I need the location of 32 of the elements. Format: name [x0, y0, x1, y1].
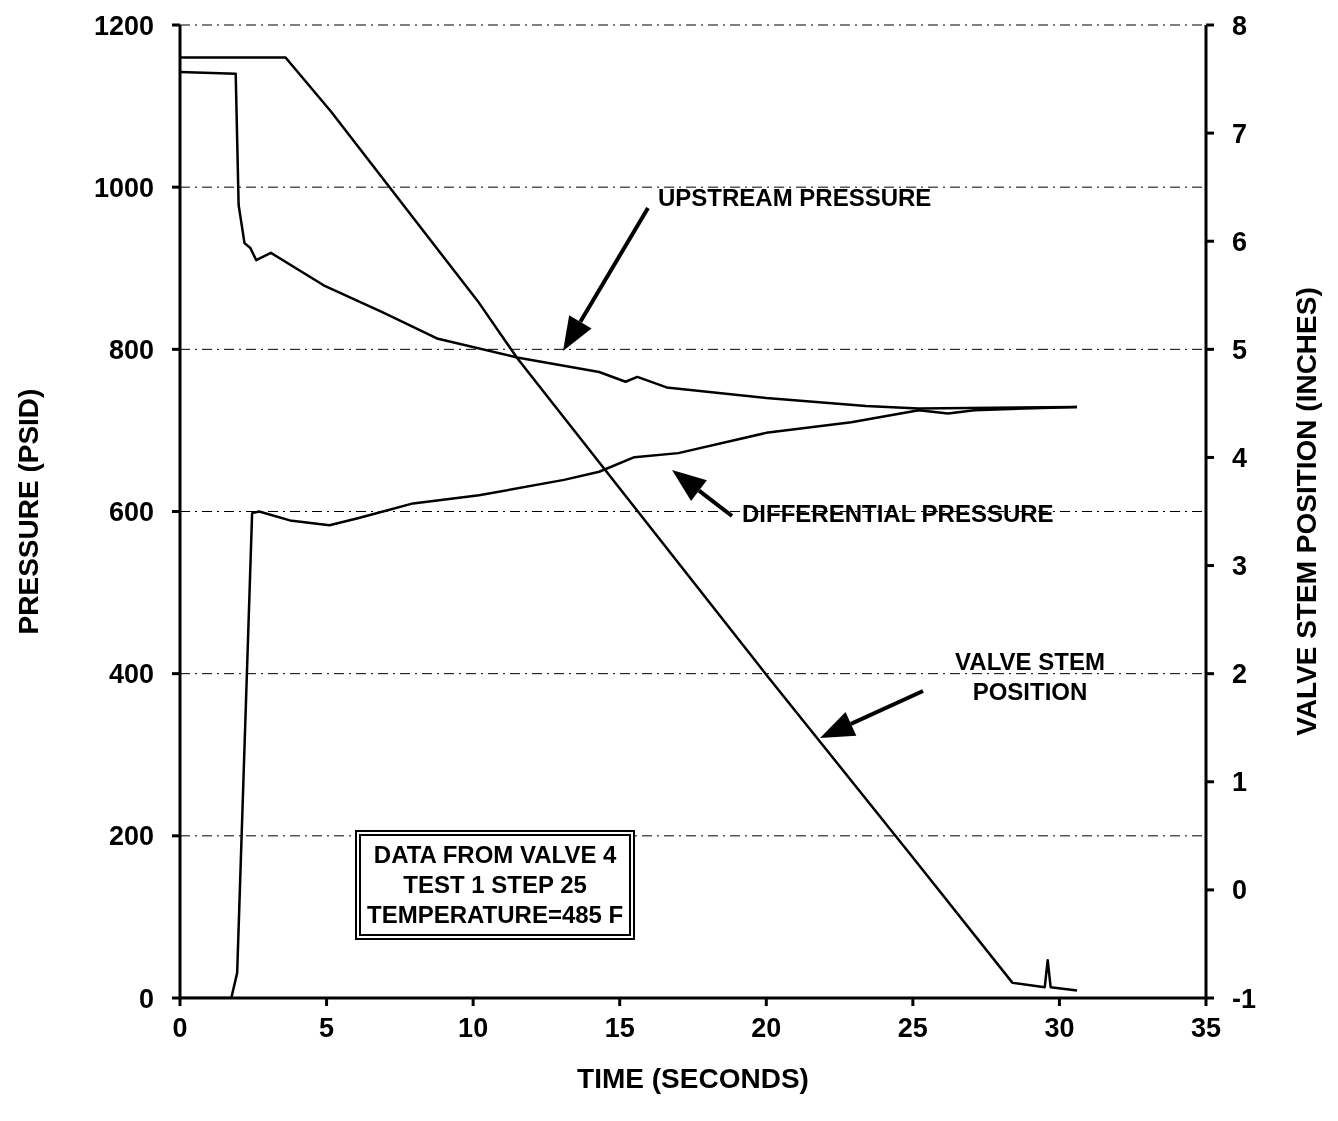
y-tick-label: 800 [108, 334, 154, 365]
annotation: UPSTREAM PRESSURE [658, 184, 932, 211]
y2-tick-label: 1 [1232, 767, 1248, 798]
y-axis-title: PRESSURE (PSID) [12, 388, 44, 635]
x-tick-label: 5 [319, 1013, 335, 1044]
y2-tick-label: 5 [1232, 334, 1248, 365]
y-tick-label: 200 [108, 821, 154, 852]
x-tick-label: 10 [458, 1013, 489, 1044]
x-tick-label: 35 [1190, 1013, 1222, 1044]
x-tick-label: 15 [604, 1013, 635, 1044]
y2-tick-label: 6 [1232, 226, 1248, 257]
y2-axis-title: VALVE STEM POSITION (INCHES) [1290, 287, 1322, 736]
annotation: DIFFERENTIAL PRESSURE [742, 500, 1054, 527]
y-tick-label: 1000 [93, 172, 154, 203]
y2-tick-label: 4 [1232, 443, 1248, 474]
y-tick-label: 0 [138, 983, 154, 1014]
y-tick-label: 1200 [93, 10, 154, 41]
annotation: DATA FROM VALVE 4 TEST 1 STEP 25 TEMPERATURE=485 F [355, 830, 636, 940]
y2-tick-label: 3 [1232, 551, 1248, 582]
y2-tick-label: 8 [1232, 10, 1248, 41]
y2-tick-label: -1 [1232, 983, 1257, 1014]
x-tick-label: 25 [897, 1013, 928, 1044]
annotation: VALVE STEM POSITION [955, 648, 1105, 705]
x-tick-label: 0 [172, 1013, 188, 1044]
y-tick-label: 600 [108, 497, 154, 528]
x-axis-title: TIME (SECONDS) [577, 1063, 809, 1094]
x-tick-label: 20 [751, 1013, 782, 1044]
y-tick-label: 400 [108, 659, 154, 690]
x-tick-label: 30 [1044, 1013, 1075, 1044]
y2-tick-label: 2 [1232, 659, 1248, 690]
y2-tick-label: 0 [1232, 875, 1248, 906]
y2-tick-label: 7 [1232, 118, 1248, 149]
